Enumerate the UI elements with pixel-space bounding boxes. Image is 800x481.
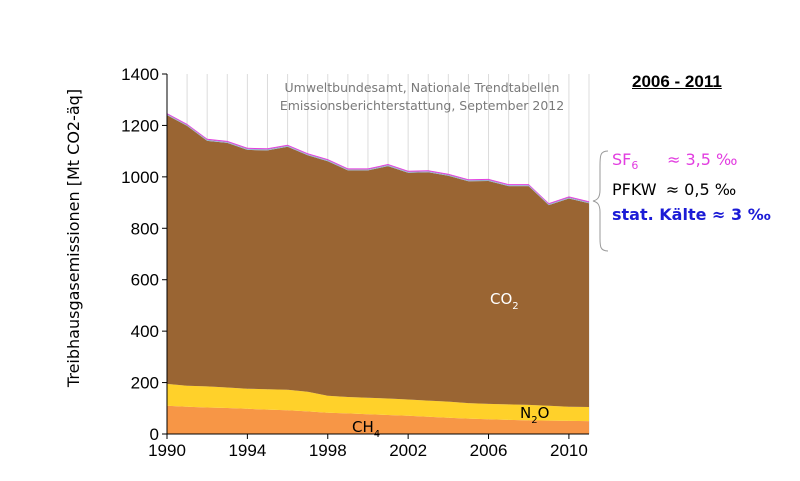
- ch4-series-label: CH4: [352, 418, 380, 440]
- y-tick-label-1000: 1000: [121, 168, 159, 187]
- area-ch4: [167, 405, 589, 434]
- sf6-annotation: SF6 ≈ 3,5 ‰: [612, 150, 738, 173]
- period-label: 2006 - 2011: [632, 72, 722, 91]
- y-axis-label: Treibhausgasemissionen [Mt CO2-äq]: [64, 89, 83, 388]
- area-co2: [167, 115, 589, 407]
- axes: [166, 74, 589, 435]
- x-tick-label-1998: 1998: [309, 441, 347, 460]
- x-tick-label-1990: 1990: [148, 441, 186, 460]
- y-tick-label-800: 800: [131, 219, 159, 238]
- n2o-series-label: N2O: [520, 404, 549, 426]
- y-tick-label-1400: 1400: [121, 65, 159, 84]
- sf6-subscript: 6: [631, 159, 639, 173]
- y-axis-ticks: 0 200 400 600 800 1000 1200 1400: [121, 65, 167, 444]
- pfkw-value: ≈ 0,5 ‰: [665, 180, 737, 199]
- stat-kaelte-annotation: stat. Kälte ≈ 3 ‰: [612, 205, 771, 224]
- x-tick-label-1994: 1994: [228, 441, 266, 460]
- y-tick-label-1200: 1200: [121, 116, 159, 135]
- pfkw-label: PFKW: [612, 180, 657, 199]
- x-tick-label-2006: 2006: [470, 441, 508, 460]
- source-line-2: Emissionsberichterstattung, September 20…: [280, 98, 564, 113]
- x-tick-label-2010: 2010: [550, 441, 588, 460]
- sf6-label: SF: [612, 150, 632, 169]
- source-line-1: Umweltbundesamt, Nationale Trendtabellen: [285, 80, 560, 95]
- y-tick-label-200: 200: [131, 374, 159, 393]
- pfkw-annotation: PFKW ≈ 0,5 ‰: [612, 180, 736, 199]
- stacked-areas: [167, 113, 589, 434]
- y-tick-label-400: 400: [131, 322, 159, 341]
- sf6-value: ≈ 3,5 ‰: [667, 150, 738, 169]
- area-n2o: [167, 383, 589, 422]
- y-tick-label-0: 0: [150, 425, 159, 444]
- x-axis-ticks: 1990 1994 1998 2002 2006 2010: [148, 434, 588, 460]
- co2-series-label: CO2: [490, 290, 519, 312]
- y-tick-label-600: 600: [131, 271, 159, 290]
- series-labels: CO2 N2O CH4: [352, 290, 549, 440]
- annotation-brace: [592, 150, 609, 252]
- x-tick-label-2002: 2002: [389, 441, 427, 460]
